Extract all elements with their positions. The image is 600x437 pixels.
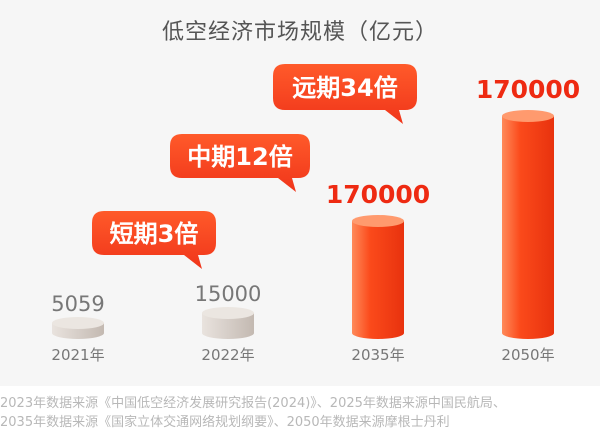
callout-shape [170,134,310,192]
value-label: 170000 [326,180,430,209]
callout-bubble: 短期3倍 [92,211,216,269]
category-label: 2021年 [51,346,104,364]
bar-top [502,110,554,122]
bar-2021年 [52,317,104,339]
category-label: 2035年 [351,346,404,364]
source-note: 2023年数据来源《中国低空经济发展研究报告(2024)》、2025年数据来源中… [0,394,600,432]
bar-2022年 [202,307,254,339]
callout-text: 短期3倍 [110,220,199,248]
bar-2035年 [352,215,404,339]
callout-shape [92,211,216,269]
category-label: 2050年 [501,346,554,364]
value-label: 15000 [195,282,262,306]
callout-bubble: 远期34倍 [273,64,417,124]
bar-body [502,116,554,333]
callout-text: 远期34倍 [292,74,397,102]
bar-chart: 5059 2021年 15000 2022年 170000 2035年 170000 2050… [51,64,580,364]
callout-shape [273,64,417,124]
source-note-line-1: 2023年数据来源《中国低空经济发展研究报告(2024)》、2025年数据来源中… [0,396,506,411]
value-label: 170000 [476,75,580,104]
value-label: 5059 [51,292,104,316]
category-label: 2022年 [201,346,254,364]
chart-title: 低空经济市场规模（亿元） [161,20,438,45]
bar-top [52,317,104,329]
bar-top [202,307,254,319]
source-note-line-2: 2035年数据来源《国家立体交通网络规划纲要》、2050年数据来源摩根士丹利 [0,415,450,430]
callout-bubble: 中期12倍 [170,134,310,192]
bar-body [352,221,404,333]
bar-2050年 [502,110,554,339]
callout-text: 中期12倍 [187,143,292,171]
bar-top [352,215,404,227]
